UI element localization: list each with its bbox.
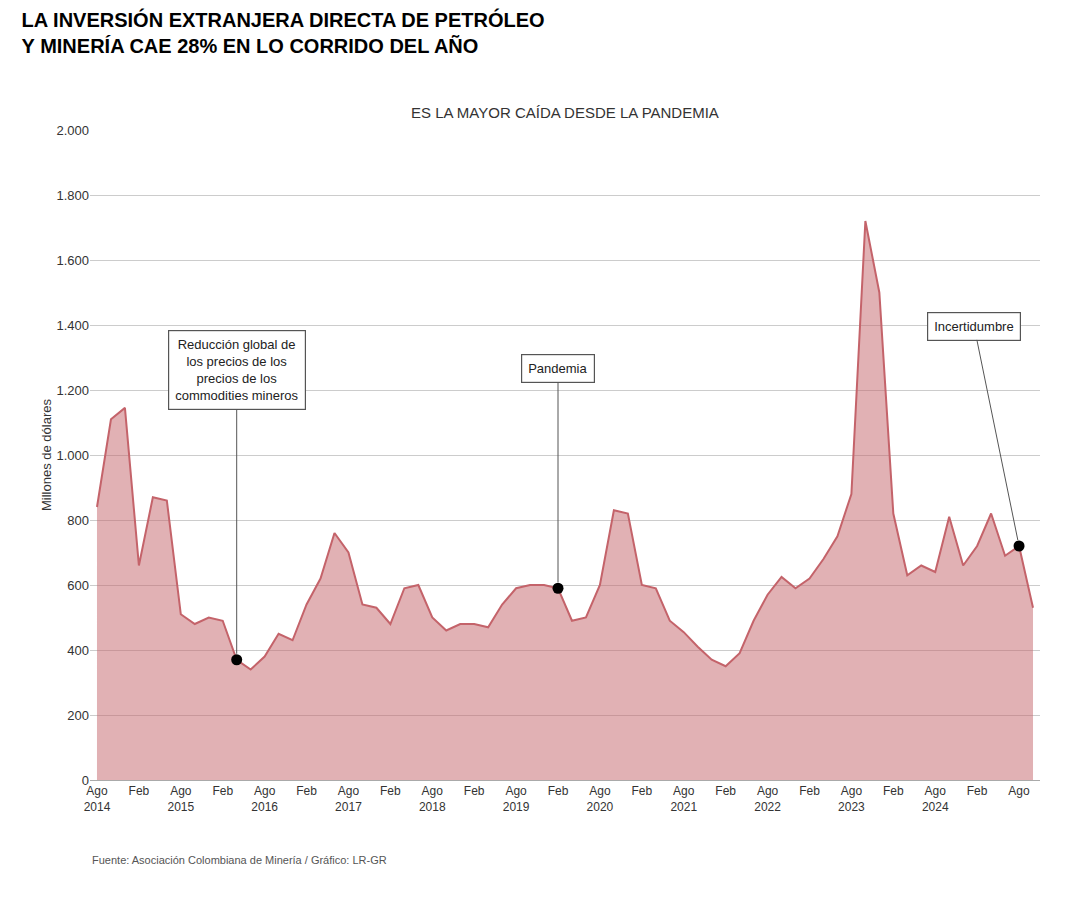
- svg-text:400: 400: [67, 643, 89, 658]
- svg-text:Incertidumbre: Incertidumbre: [934, 319, 1013, 334]
- svg-text:Ago2023: Ago2023: [838, 784, 865, 814]
- svg-text:Feb: Feb: [464, 784, 485, 798]
- svg-text:Feb: Feb: [129, 784, 150, 798]
- svg-text:Feb: Feb: [631, 784, 652, 798]
- svg-text:2.000: 2.000: [56, 123, 89, 138]
- svg-text:Feb: Feb: [548, 784, 569, 798]
- svg-text:Ago2020: Ago2020: [587, 784, 614, 814]
- svg-text:Ago2016: Ago2016: [251, 784, 278, 814]
- svg-text:Ago: Ago: [1008, 784, 1030, 798]
- svg-text:1.000: 1.000: [56, 448, 89, 463]
- svg-text:Ago2018: Ago2018: [419, 784, 446, 814]
- svg-text:Pandemia: Pandemia: [528, 361, 587, 376]
- svg-text:200: 200: [67, 708, 89, 723]
- svg-text:0: 0: [82, 773, 89, 788]
- svg-text:1.800: 1.800: [56, 188, 89, 203]
- svg-text:Feb: Feb: [212, 784, 233, 798]
- svg-text:LA INVERSIÓN EXTRANJERA DIRECT: LA INVERSIÓN EXTRANJERA DIRECTA DE PETRÓ…: [22, 8, 545, 57]
- svg-text:ES LA MAYOR CAÍDA DESDE LA PAN: ES LA MAYOR CAÍDA DESDE LA PANDEMIA: [411, 104, 719, 121]
- svg-text:1.600: 1.600: [56, 253, 89, 268]
- svg-text:1.200: 1.200: [56, 383, 89, 398]
- svg-text:Ago2014: Ago2014: [84, 784, 111, 814]
- svg-text:Ago2022: Ago2022: [754, 784, 781, 814]
- svg-text:Ago2017: Ago2017: [335, 784, 362, 814]
- svg-text:Reducción global delos precios: Reducción global delos precios de lospre…: [175, 337, 298, 403]
- svg-text:Fuente: Asociación Colombiana: Fuente: Asociación Colombiana de Minería…: [92, 854, 387, 866]
- svg-text:Millones de dólares: Millones de dólares: [39, 399, 54, 512]
- svg-text:Ago2024: Ago2024: [922, 784, 949, 814]
- svg-text:Feb: Feb: [715, 784, 736, 798]
- svg-text:800: 800: [67, 513, 89, 528]
- svg-text:Ago2019: Ago2019: [503, 784, 530, 814]
- svg-text:Feb: Feb: [967, 784, 988, 798]
- svg-text:Feb: Feb: [883, 784, 904, 798]
- svg-text:Feb: Feb: [380, 784, 401, 798]
- svg-text:Feb: Feb: [799, 784, 820, 798]
- svg-text:Ago2021: Ago2021: [670, 784, 697, 814]
- svg-text:Feb: Feb: [296, 784, 317, 798]
- svg-text:Ago2015: Ago2015: [167, 784, 194, 814]
- svg-text:600: 600: [67, 578, 89, 593]
- svg-text:1.400: 1.400: [56, 318, 89, 333]
